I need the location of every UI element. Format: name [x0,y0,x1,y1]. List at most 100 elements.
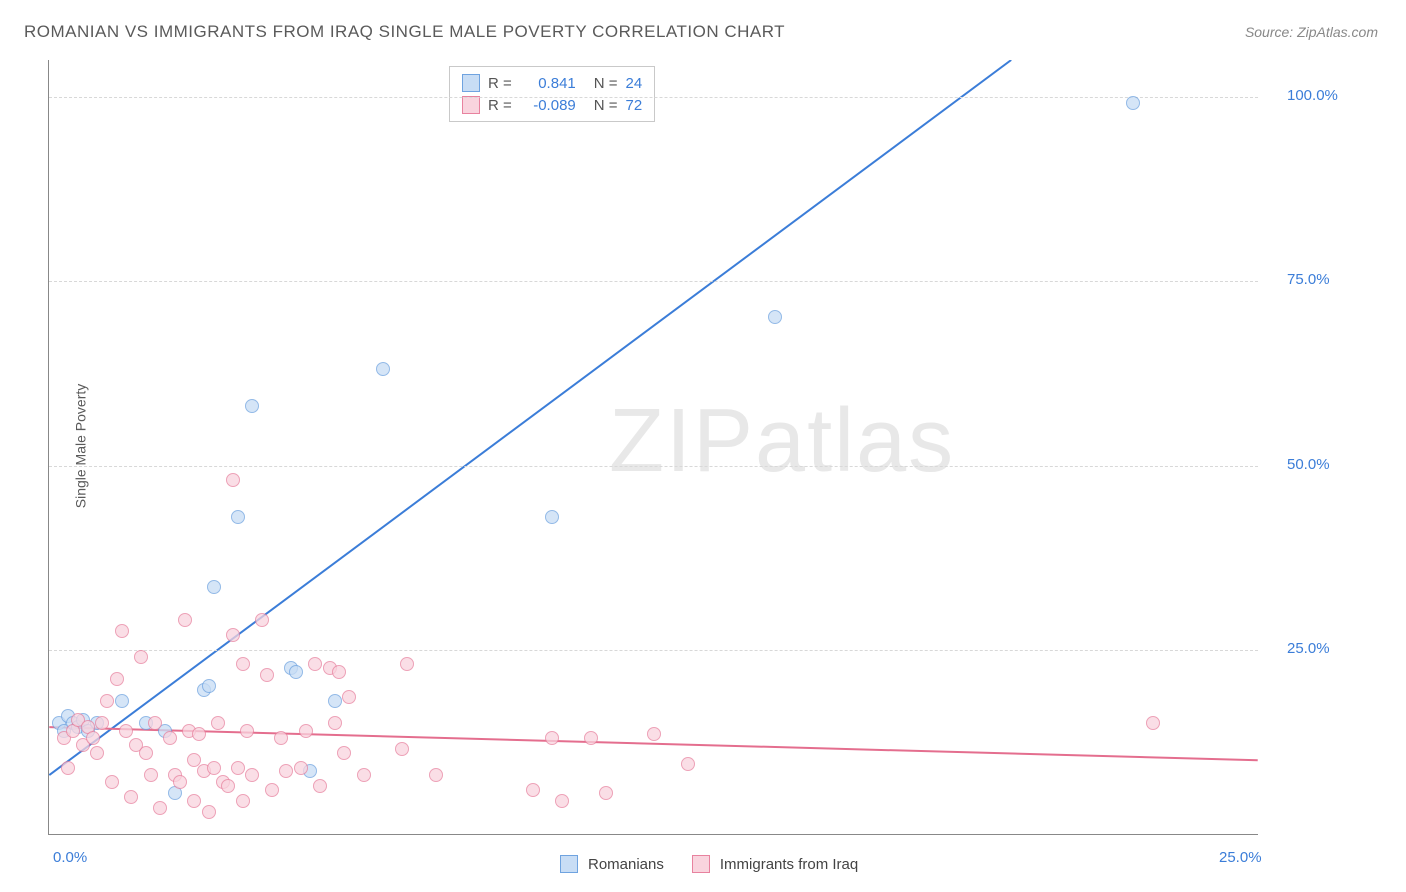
data-point [115,624,129,638]
legend-n-value: 72 [626,97,643,114]
data-point [207,761,221,775]
data-point [134,650,148,664]
data-point [105,775,119,789]
data-point [584,731,598,745]
legend-series-label: Immigrants from Iraq [720,856,858,873]
data-point [1126,96,1140,110]
data-point [119,724,133,738]
y-tick-label: 75.0% [1287,271,1330,288]
data-point [299,724,313,738]
data-point [148,716,162,730]
legend-r-label: R = [488,75,512,92]
legend-swatch [560,855,578,873]
data-point [265,783,279,797]
data-point [245,399,259,413]
data-point [110,672,124,686]
data-point [294,761,308,775]
data-point [236,794,250,808]
data-point [192,727,206,741]
data-point [163,731,177,745]
gridline [49,281,1258,282]
gridline [49,466,1258,467]
series-legend: Romanians Immigrants from Iraq [560,855,876,873]
data-point [308,657,322,671]
legend-swatch [462,96,480,114]
legend-swatch [462,74,480,92]
data-point [400,657,414,671]
legend-row: R = 0.841 N = 24 [462,72,642,94]
y-tick-label: 100.0% [1287,87,1338,104]
data-point [86,731,100,745]
data-point [90,746,104,760]
trend-line [49,60,1011,775]
data-point [599,786,613,800]
data-point [313,779,327,793]
chart-title: ROMANIAN VS IMMIGRANTS FROM IRAQ SINGLE … [24,22,785,42]
trend-lines [49,60,1258,834]
data-point [545,731,559,745]
data-point [260,668,274,682]
legend-r-label: R = [488,97,512,114]
data-point [768,310,782,324]
data-point [178,613,192,627]
legend-swatch [692,855,710,873]
data-point [231,761,245,775]
data-point [555,794,569,808]
data-point [124,790,138,804]
data-point [139,746,153,760]
legend-r-value: 0.841 [520,75,576,92]
data-point [173,775,187,789]
data-point [226,473,240,487]
legend-r-value: -0.089 [520,97,576,114]
data-point [202,805,216,819]
data-point [681,757,695,771]
x-tick-label: 0.0% [53,849,87,866]
correlation-legend: R = 0.841 N = 24 R = -0.089 N = 72 [449,66,655,122]
data-point [61,761,75,775]
data-point [226,628,240,642]
data-point [647,727,661,741]
y-tick-label: 25.0% [1287,640,1330,657]
data-point [202,679,216,693]
data-point [207,580,221,594]
legend-n-label: N = [594,97,618,114]
data-point [545,510,559,524]
data-point [395,742,409,756]
data-point [289,665,303,679]
data-point [187,794,201,808]
data-point [429,768,443,782]
data-point [328,716,342,730]
legend-series-label: Romanians [588,856,664,873]
data-point [342,690,356,704]
data-point [211,716,225,730]
data-point [337,746,351,760]
data-point [245,768,259,782]
data-point [144,768,158,782]
data-point [240,724,254,738]
data-point [100,694,114,708]
data-point [1146,716,1160,730]
data-point [231,510,245,524]
data-point [221,779,235,793]
source-attribution: Source: ZipAtlas.com [1245,24,1378,40]
data-point [328,694,342,708]
data-point [526,783,540,797]
watermark: ZIPatlas [609,390,955,493]
data-point [274,731,288,745]
legend-n-label: N = [594,75,618,92]
legend-n-value: 24 [626,75,643,92]
data-point [376,362,390,376]
gridline [49,97,1258,98]
data-point [357,768,371,782]
y-tick-label: 50.0% [1287,456,1330,473]
gridline [49,650,1258,651]
data-point [332,665,346,679]
plot-area: ZIPatlas R =0.841N =24R =-0.089N =72 25.… [48,60,1258,835]
data-point [115,694,129,708]
x-tick-label: 25.0% [1219,849,1262,866]
data-point [95,716,109,730]
data-point [153,801,167,815]
data-point [236,657,250,671]
data-point [255,613,269,627]
data-point [279,764,293,778]
